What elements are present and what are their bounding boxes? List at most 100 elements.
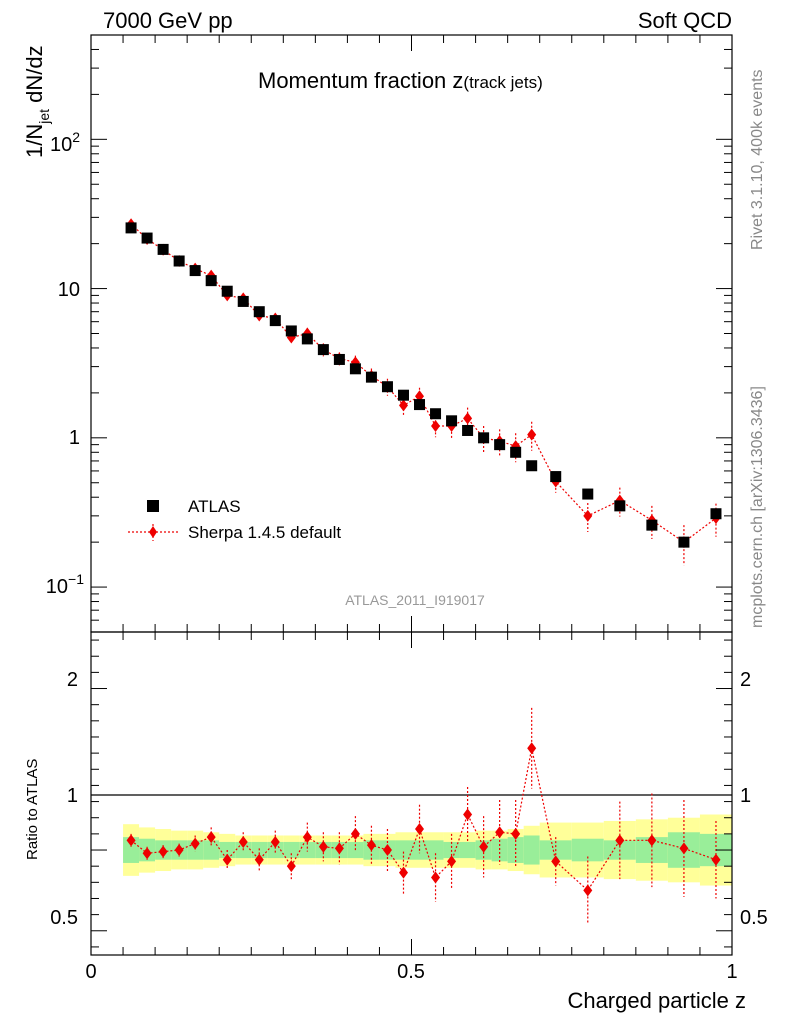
main-plot-panel: 102 10 1 10−1 1/Njet dN/dz Momentum frac… [22,34,733,633]
sherpa-point [583,509,593,522]
ratio-line [130,748,717,892]
atlas-point [173,255,185,267]
atlas-point [301,333,313,345]
ratio-y-tick-0.5-right: 0.5 [740,907,768,929]
ratio-sherpa-series [126,707,721,925]
legend: ATLAS Sherpa 1.4.5 default [128,497,341,542]
ratio-point [431,871,441,884]
atlas-point [446,415,458,427]
atlas-point [349,363,361,375]
x-tick-label-0.5: 0.5 [397,961,425,983]
atlas-point [141,232,153,244]
ratio-point [350,827,360,840]
atlas-point [333,353,345,365]
plot-title: Momentum fraction z(track jets) [258,68,543,93]
atlas-point [582,488,594,500]
ratio-point [286,860,296,873]
ratio-point [206,831,216,844]
atlas-point [478,432,490,444]
atlas-series [125,222,722,548]
y-tick-label-0.1: 10−1 [46,571,84,598]
x-tick-label-1: 1 [726,961,737,983]
ratio-stat-uncertainty-band [571,838,604,862]
ratio-stat-uncertainty-band [395,840,412,860]
ratio-point [254,853,264,866]
ratio-point [398,866,408,879]
atlas-point [125,222,137,234]
atlas-point [397,389,409,401]
main-y-axis-label: 1/Njet dN/dz [22,45,52,158]
sherpa-point [431,420,441,433]
atlas-point [430,408,442,420]
atlas-point [381,381,393,393]
ratio-point [382,844,392,857]
ratio-stat-uncertainty-band [427,840,444,860]
ratio-plot-frame [90,631,733,956]
atlas-point [710,508,722,520]
sherpa-point [463,412,473,425]
ratio-y-tick-1-right: 1 [740,785,751,807]
ratio-point [415,823,425,836]
ratio-point [447,855,457,868]
atlas-point [494,439,506,451]
atlas-point [189,265,201,277]
mcplots-source-label: mcplots.cern.ch [arXiv:1306.3436] [749,386,766,628]
ratio-y-axis-label: Ratio to ATLAS [24,759,41,860]
atlas-point [526,460,538,472]
legend-sherpa-label: Sherpa 1.4.5 default [188,523,341,542]
ratio-point [222,853,232,866]
ratio-uncertainty-bands [123,814,732,886]
atlas-point [205,275,217,287]
atlas-point [678,536,690,548]
atlas-point [157,243,169,255]
y-tick-label-1: 1 [69,427,80,449]
ratio-stat-uncertainty-band [283,841,300,859]
ratio-point [190,837,200,850]
ratio-point [318,840,328,853]
ratio-point [511,827,521,840]
ratio-point [334,842,344,855]
atlas-point [365,371,377,383]
ratio-point [302,831,312,844]
ratio-point [679,842,689,855]
ratio-stat-uncertainty-band [203,840,220,860]
header-process-label: Soft QCD [638,8,732,33]
ratio-point [174,844,184,857]
y-tick-label-10: 10 [58,279,80,301]
ratio-stat-uncertainty-band [459,841,476,859]
ratio-point [126,834,136,847]
ratio-y-tick-0.5-left: 0.5 [50,907,78,929]
sherpa-point [527,428,537,441]
ratio-point [366,839,376,852]
ratio-point [615,834,625,847]
ratio-y-tick-2-right: 2 [740,669,751,691]
ratio-point [711,853,721,866]
x-axis-label: Charged particle z [567,988,746,1013]
rivet-version-label: Rivet 3.1.10, 400k events [749,69,766,250]
ratio-point [270,835,280,848]
ratio-point [583,884,593,897]
ratio-stat-uncertainty-band [491,838,508,862]
atlas-point [462,424,474,436]
legend-atlas-label: ATLAS [188,497,241,516]
ratio-point [479,840,489,853]
atlas-point [221,285,233,297]
ratio-stat-uncertainty-band [507,837,524,863]
atlas-point [269,315,281,327]
main-plot-frame [90,34,733,633]
ratio-point [647,834,657,847]
ratio-point [238,835,248,848]
x-tick-label-0: 0 [85,961,96,983]
ratio-point [463,808,473,821]
atlas-point [614,500,626,512]
ratio-y-tick-1-left: 1 [67,785,78,807]
y-tick-label-100: 102 [50,129,80,156]
ratio-point [495,826,505,839]
ratio-plot-panel: 2 1 0.5 2 1 0.5 Ratio to ATLAS 0 0.5 1 C… [24,631,768,1013]
ratio-point [158,845,168,858]
atlas-point [646,519,658,531]
analysis-id-label: ATLAS_2011_I919017 [345,592,485,608]
atlas-point [237,295,249,307]
legend-atlas-marker [147,500,159,512]
atlas-point [510,446,522,458]
